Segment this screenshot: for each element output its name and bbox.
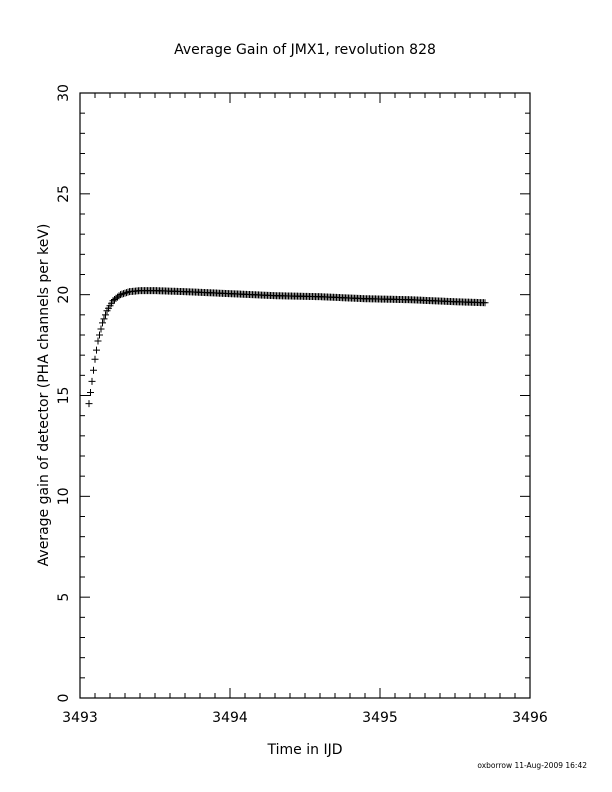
data-point [118,290,126,298]
x-tick-label: 3494 [212,710,248,726]
x-axis: 3493 3494 3495 3496 [62,93,548,726]
data-point [96,331,103,339]
data-point [87,388,94,396]
x-tick-label: 3495 [362,710,398,726]
y-tick-label: 5 [56,593,72,602]
x-tick-label: 3496 [512,710,548,726]
data-point [124,288,132,296]
y-tick-label: 20 [56,286,72,304]
data-point [120,290,127,298]
data-point [85,400,93,408]
data-series [85,287,489,408]
data-point [94,337,102,345]
y-tick-label: 0 [56,694,72,703]
data-point [481,299,489,307]
y-tick-label: 25 [56,185,72,203]
data-point [115,292,123,300]
data-point [102,311,109,319]
data-point [91,355,99,363]
data-point [121,289,129,297]
y-tick-label: 30 [56,84,72,102]
y-tick-label: 15 [56,387,72,405]
data-point [99,319,106,327]
data-point [123,289,130,297]
data-point [97,325,105,333]
x-tick-label: 3493 [62,710,98,726]
data-point [90,366,97,374]
data-point [93,346,100,354]
y-tick-label: 10 [56,487,72,505]
plot-frame [79,92,531,699]
data-point [117,291,124,299]
chart-title: Average Gain of JMX1, revolution 828 [174,42,436,58]
x-axis-label: Time in IJD [267,742,343,758]
y-axis-label: Average gain of detector (PHA channels p… [36,224,52,567]
footer-credit: oxborrow 11-Aug-2009 16:42 [477,761,587,770]
data-point [88,377,96,385]
data-point [100,315,108,323]
y-axis: 0 5 10 15 20 25 30 [56,84,530,702]
